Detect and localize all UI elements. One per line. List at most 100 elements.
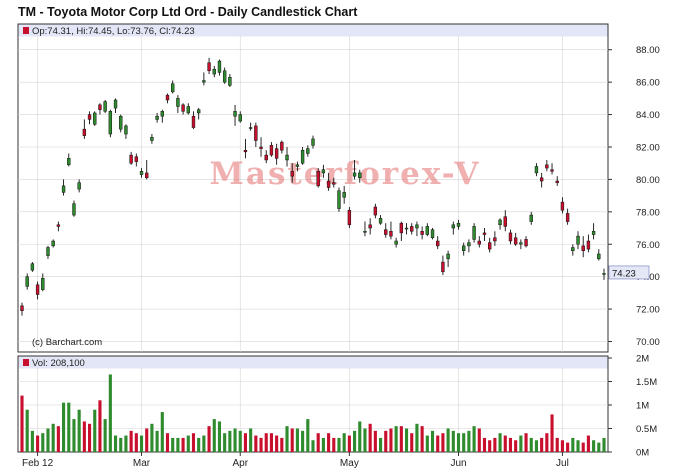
price-tick-label: 78.00 <box>636 207 660 218</box>
candle <box>306 145 310 157</box>
volume-bar <box>41 433 45 452</box>
price-tick-label: 70.00 <box>636 337 660 348</box>
volume-bar <box>519 435 523 452</box>
volume-bar <box>363 428 367 452</box>
candle <box>280 140 284 154</box>
volume-bar <box>36 435 40 452</box>
candle <box>410 223 414 235</box>
volume-bar <box>347 435 351 452</box>
candle <box>467 239 471 253</box>
x-tick-label: Mar <box>133 458 151 469</box>
candle-body <box>51 240 55 247</box>
candle-body <box>222 70 227 83</box>
candle <box>25 273 29 290</box>
volume-bar <box>269 433 273 452</box>
volume-bar <box>119 437 123 452</box>
volume-bar <box>56 426 60 452</box>
candle-body <box>571 247 575 251</box>
volume-bar <box>602 437 606 452</box>
candle-body <box>243 149 248 153</box>
candle <box>446 250 450 267</box>
candle-body <box>129 154 133 164</box>
volume-bar <box>384 430 388 452</box>
volume-bar <box>191 433 196 452</box>
candle-body <box>202 80 206 83</box>
candle-body <box>456 222 461 227</box>
candle <box>597 249 601 261</box>
volume-bar <box>342 433 346 452</box>
candle <box>555 176 559 186</box>
candle <box>513 232 518 246</box>
candle-body <box>274 148 279 159</box>
candle-body <box>524 239 528 247</box>
volume-bar <box>238 430 242 452</box>
volume-bar <box>134 433 138 452</box>
candle <box>420 226 424 240</box>
candle-body <box>534 166 539 174</box>
candle-body <box>285 154 289 161</box>
volume-bar <box>316 433 320 452</box>
candle-body <box>352 172 357 177</box>
price-tick-label: 88.00 <box>636 45 660 56</box>
candle <box>150 134 154 144</box>
volume-bar <box>176 437 180 452</box>
candle-body <box>316 171 320 187</box>
volume-tick-label: 0M <box>636 448 649 459</box>
chart-title: TM - Toyota Motor Corp Ltd Ord - Daily C… <box>18 5 358 19</box>
candle-body <box>228 77 232 86</box>
candle-body <box>56 224 61 227</box>
candle-body <box>264 154 268 161</box>
candle <box>493 231 497 246</box>
x-axis: Feb 12 Mar Apr May Jun Jul <box>22 452 569 469</box>
volume-bar <box>30 430 34 452</box>
volume-bar <box>295 428 299 452</box>
volume-bar <box>477 428 481 452</box>
candle-body <box>181 104 185 112</box>
candle-body <box>384 229 388 235</box>
volume-bar <box>306 419 310 452</box>
candle-body <box>113 99 118 109</box>
volume-bar <box>368 423 372 452</box>
candle <box>72 200 76 217</box>
volume-tick-label: 1M <box>636 401 649 412</box>
candle <box>46 245 50 259</box>
volume-bar <box>592 440 596 452</box>
candle-body <box>394 240 398 245</box>
candle-body <box>25 276 29 287</box>
candle <box>129 151 133 165</box>
price-plot-frame <box>17 23 609 353</box>
volume-bar <box>545 433 549 452</box>
volume-bar <box>207 426 211 452</box>
candle <box>108 109 113 138</box>
candle <box>451 221 455 235</box>
candle-body <box>347 209 352 226</box>
volume-bar <box>550 414 554 452</box>
candle <box>472 223 476 243</box>
candle <box>103 99 107 113</box>
candle <box>503 210 507 232</box>
candle-body <box>342 192 346 198</box>
candle <box>508 229 513 245</box>
candle <box>207 57 211 75</box>
candle-body <box>425 226 430 235</box>
candle <box>254 122 258 147</box>
candle-body <box>358 172 362 179</box>
volume-bar <box>420 426 424 452</box>
candle <box>545 159 549 172</box>
candle-body <box>160 111 164 117</box>
candle-body <box>72 203 76 216</box>
candle-body <box>171 83 175 93</box>
volume-bar <box>404 428 409 452</box>
volume-bar <box>108 374 112 452</box>
legend-swatch <box>23 359 29 366</box>
candle-body <box>67 158 71 166</box>
candle <box>212 65 216 78</box>
candle-body <box>430 229 435 239</box>
candle-body <box>248 127 253 129</box>
volume-bar <box>124 435 128 452</box>
price-tick-label: 84.00 <box>636 110 660 121</box>
candle <box>30 262 35 272</box>
candle <box>119 114 123 133</box>
candle <box>550 163 554 175</box>
candle <box>222 67 227 84</box>
